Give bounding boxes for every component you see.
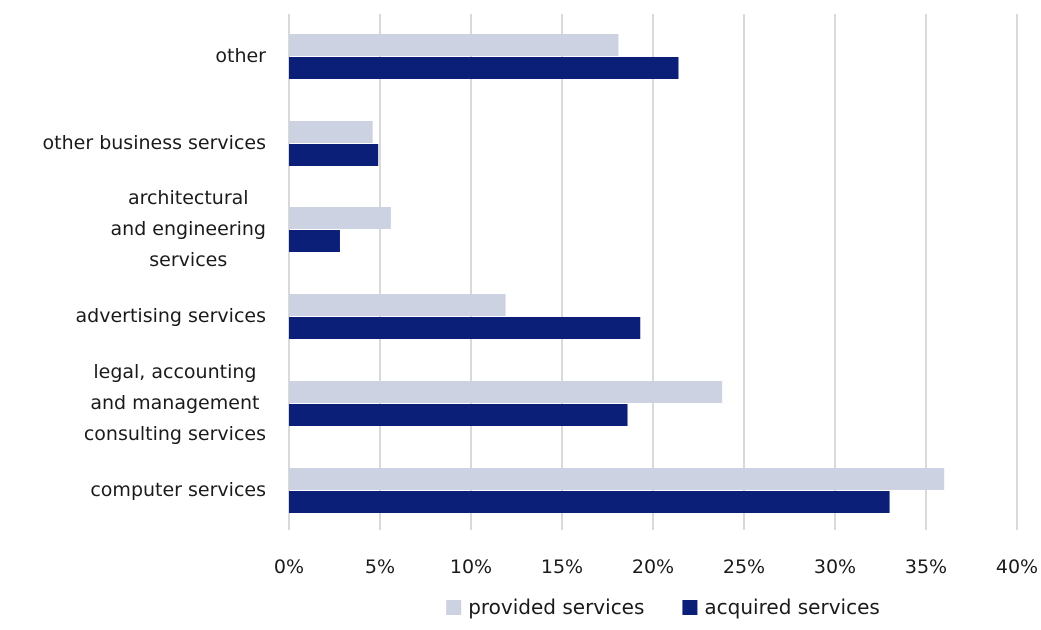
category-labels: other other business services architectura… xyxy=(43,45,267,501)
bar-provided xyxy=(289,121,373,143)
bar-provided xyxy=(289,381,723,403)
category-label: and management xyxy=(90,392,259,414)
x-axis-tick-labels: 0% 5% 10% 15% 20% 25% 30% 35% 40% xyxy=(274,556,1038,578)
x-tick-label: 15% xyxy=(541,556,583,578)
category-label: other business services xyxy=(43,132,266,154)
category-label: consulting services xyxy=(84,423,266,445)
category-label: services xyxy=(149,249,227,271)
category-label: other xyxy=(215,45,266,67)
x-tick-label: 30% xyxy=(814,556,856,578)
bars xyxy=(289,34,945,513)
bar-acquired xyxy=(289,230,340,252)
bar-acquired xyxy=(289,404,628,426)
x-tick-label: 10% xyxy=(450,556,492,578)
category-label: and engineering xyxy=(111,218,266,240)
x-tick-label: 40% xyxy=(996,556,1038,578)
bar-acquired xyxy=(289,57,679,79)
x-tick-label: 25% xyxy=(723,556,765,578)
bar-provided xyxy=(289,207,391,229)
bar-provided xyxy=(289,468,945,490)
x-tick-label: 20% xyxy=(632,556,674,578)
legend-label: acquired services xyxy=(704,595,879,619)
x-tick-label: 5% xyxy=(365,556,395,578)
x-tick-label: 35% xyxy=(905,556,947,578)
bar-acquired xyxy=(289,491,890,513)
bar-provided xyxy=(289,34,619,56)
bar-acquired xyxy=(289,317,641,339)
x-tick-label: 0% xyxy=(274,556,304,578)
legend-label: provided services xyxy=(468,595,644,619)
category-label: computer services xyxy=(90,479,266,501)
category-label: architectural xyxy=(128,187,249,209)
bar-acquired xyxy=(289,144,379,166)
category-label: legal, accounting xyxy=(93,361,256,383)
legend-swatch xyxy=(682,600,698,615)
category-label: advertising services xyxy=(76,305,266,327)
bar-provided xyxy=(289,294,506,316)
gridlines xyxy=(288,14,1018,530)
legend-swatch xyxy=(446,600,462,615)
legend: provided services acquired services xyxy=(446,595,880,619)
